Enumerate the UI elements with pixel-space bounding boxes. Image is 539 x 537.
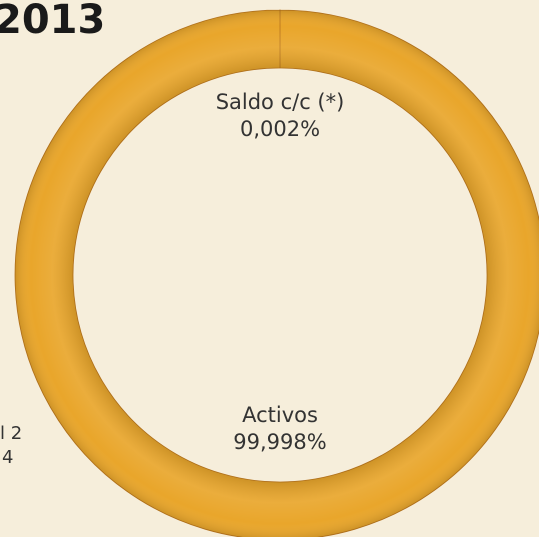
chart-title: 2013 bbox=[0, 0, 105, 43]
annotation: 4 bbox=[2, 447, 13, 468]
slice-label: Activos bbox=[242, 403, 318, 427]
value-label: 99,998% bbox=[233, 430, 326, 454]
annotation: l 2 bbox=[0, 423, 22, 444]
slice-label: Saldo c/c (*) bbox=[216, 90, 345, 114]
value-label: 0,002% bbox=[240, 117, 320, 141]
